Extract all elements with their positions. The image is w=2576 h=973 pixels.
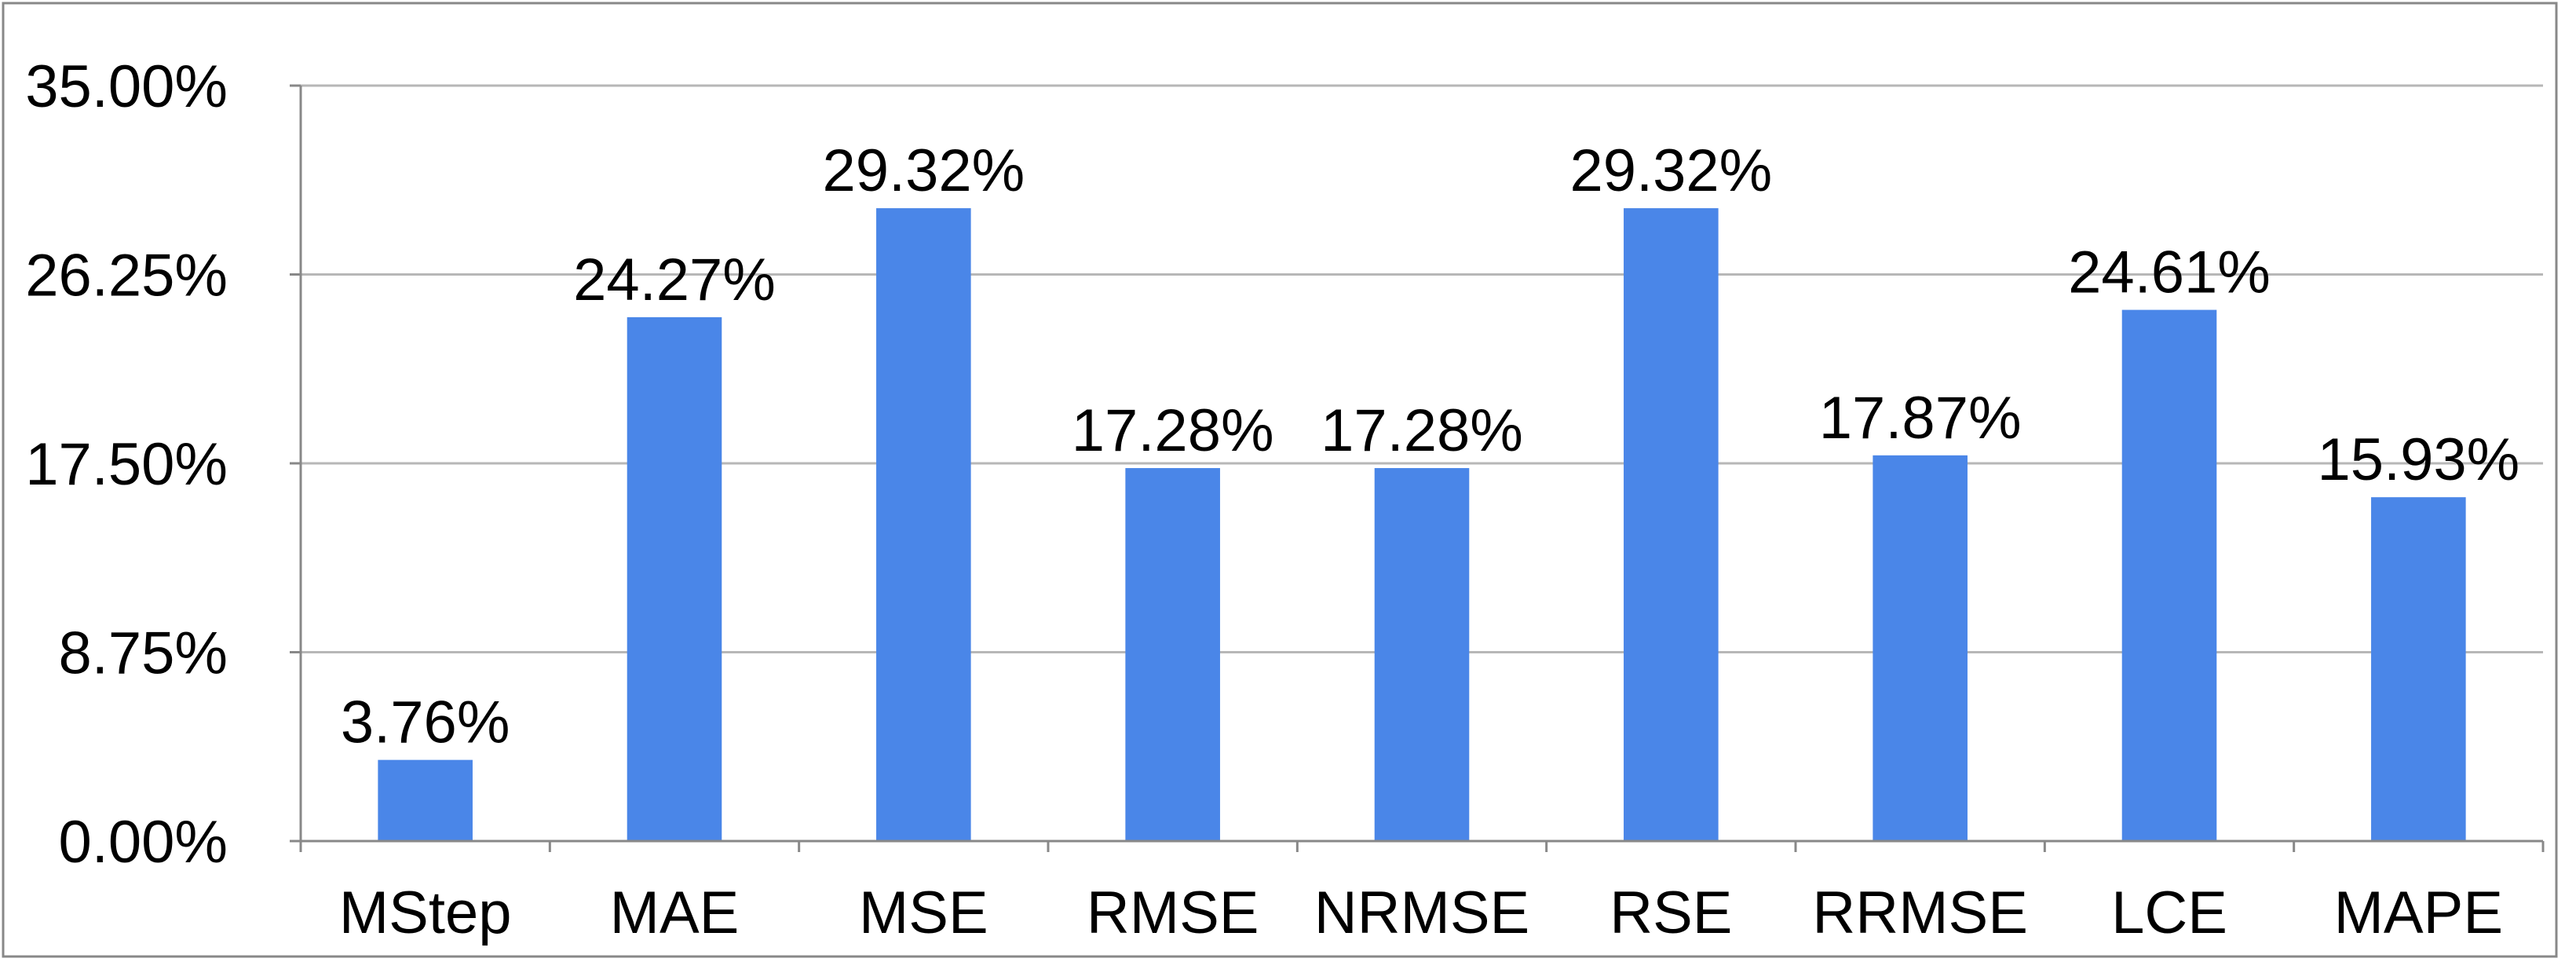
bar <box>1125 468 1220 841</box>
bar <box>876 208 971 841</box>
bar <box>2121 309 2217 842</box>
x-tick-label: LCE <box>2111 880 2227 946</box>
bar <box>1624 208 1719 841</box>
data-label: 17.87% <box>1819 385 2022 452</box>
x-tick-label: RRMSE <box>1812 880 2027 946</box>
y-tick-label: 17.50% <box>25 431 228 498</box>
data-label: 24.27% <box>573 247 776 313</box>
chart-frame <box>2 2 2558 958</box>
x-tick-label: MSE <box>859 880 988 946</box>
y-tick-label: 0.00% <box>59 809 228 876</box>
x-tick-label: MAPE <box>2334 880 2503 946</box>
y-tick-label: 26.25% <box>25 243 228 309</box>
data-label: 29.32% <box>822 137 1025 204</box>
data-label: 29.32% <box>1569 137 1772 204</box>
data-label: 17.28% <box>1321 397 1523 464</box>
bar <box>2371 497 2466 841</box>
x-tick-label: RSE <box>1610 880 1732 946</box>
y-tick-label: 8.75% <box>59 620 228 687</box>
x-tick-label: RMSE <box>1087 880 1259 946</box>
data-label: 15.93% <box>2317 426 2519 493</box>
x-tick-label: MAE <box>610 880 740 946</box>
y-tick-label: 35.00% <box>25 53 228 120</box>
x-tick-label: NRMSE <box>1314 880 1529 946</box>
data-label: 3.76% <box>341 690 510 756</box>
bar <box>627 316 722 841</box>
bar <box>1873 455 1968 841</box>
x-tick-label: MStep <box>339 880 512 946</box>
bar <box>1374 468 1470 841</box>
data-label: 24.61% <box>2068 240 2271 306</box>
bar <box>378 759 473 841</box>
data-label: 17.28% <box>1072 397 1274 464</box>
